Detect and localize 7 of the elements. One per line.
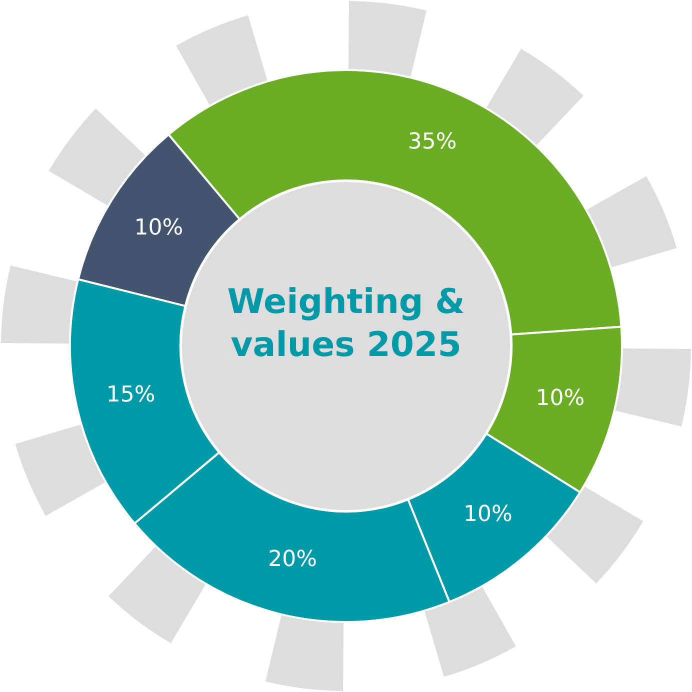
data-label: 15% [106, 382, 156, 408]
data-label: 35% [408, 129, 457, 154]
data-label: 20% [268, 546, 318, 572]
data-label: 10% [134, 216, 184, 241]
data-label: 10% [463, 502, 512, 527]
text: Weighting & values 2025 [226, 281, 466, 367]
data-label: 10% [536, 386, 585, 412]
